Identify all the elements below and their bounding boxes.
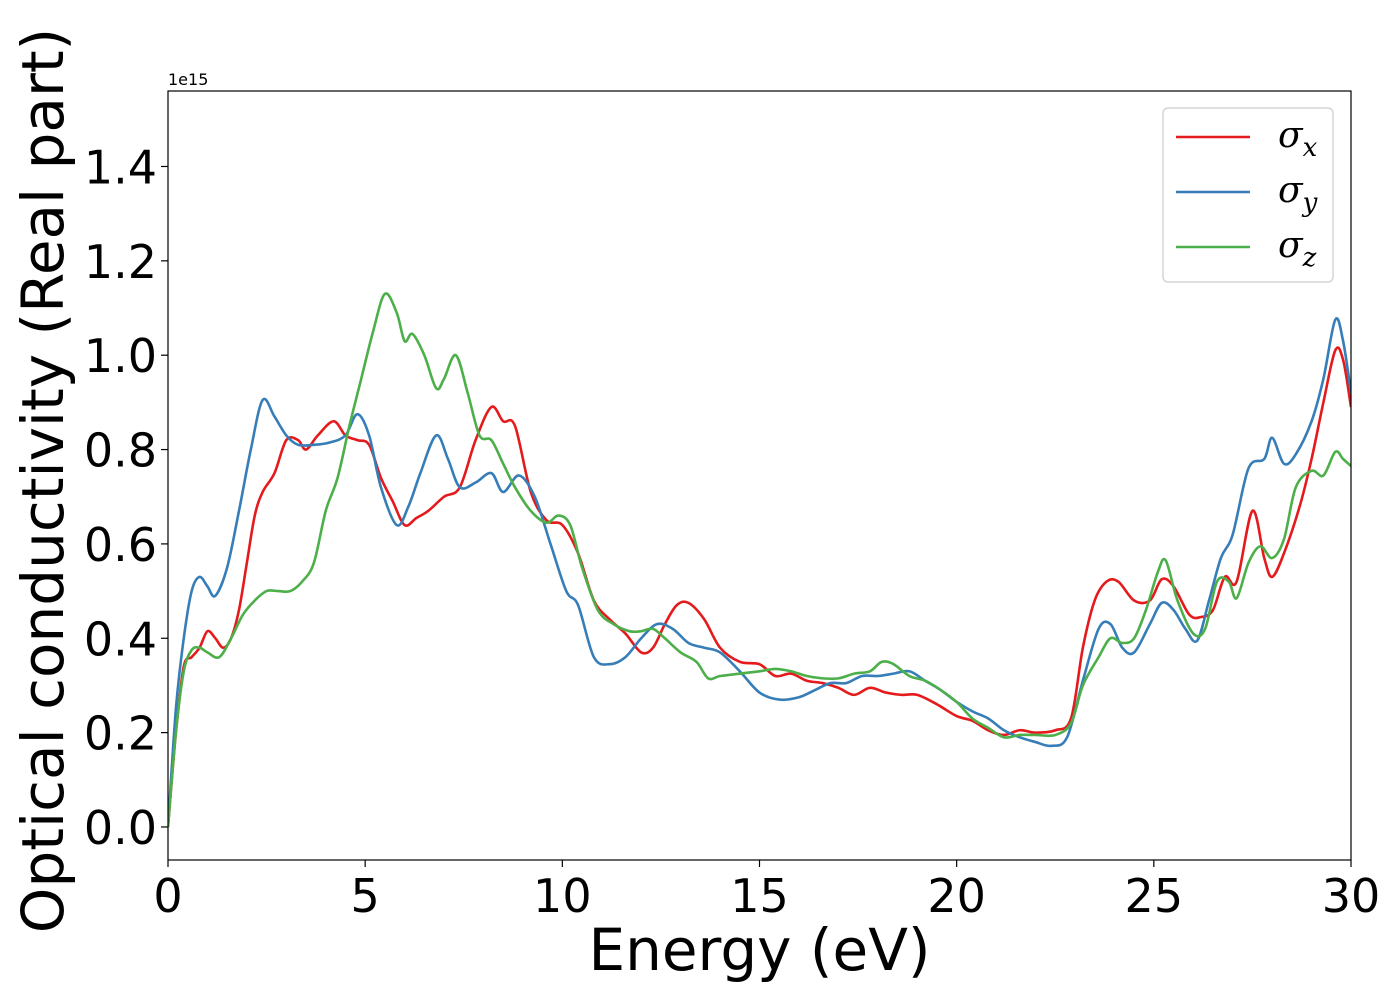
series-layer xyxy=(168,292,1351,828)
x-tick-label: 25 xyxy=(1125,869,1184,923)
y-axis-offset-text: 1e15 xyxy=(168,70,208,89)
series-line-sigma-y xyxy=(168,317,1351,828)
y-tick-label: 1.4 xyxy=(84,140,157,194)
y-tick-label: 0.6 xyxy=(84,518,157,572)
legend-box xyxy=(1162,107,1334,283)
y-tick-label: 0.4 xyxy=(84,612,157,666)
y-tick-label: 1.2 xyxy=(84,235,157,289)
x-tick-label: 15 xyxy=(730,869,789,923)
x-tick-label: 10 xyxy=(533,869,592,923)
x-axis-ticks: 0 5 10 15 20 25 30 xyxy=(153,860,1380,923)
y-axis-ticks: 0.0 0.2 0.4 0.6 0.8 1.0 1.2 1.4 xyxy=(84,140,168,855)
x-tick-label: 30 xyxy=(1322,869,1381,923)
series-line-sigma-z xyxy=(168,292,1351,828)
y-tick-label: 0.8 xyxy=(84,424,157,478)
x-axis-label: Energy (eV) xyxy=(588,916,930,984)
y-axis-label: Optical conductivity (Real part) xyxy=(9,28,77,933)
y-tick-label: 0.2 xyxy=(84,707,157,761)
x-tick-label: 20 xyxy=(927,869,986,923)
y-tick-label: 1.0 xyxy=(84,329,157,383)
y-tick-label: 0.0 xyxy=(84,801,157,855)
x-tick-label: 0 xyxy=(153,869,182,923)
x-tick-label: 5 xyxy=(351,869,380,923)
